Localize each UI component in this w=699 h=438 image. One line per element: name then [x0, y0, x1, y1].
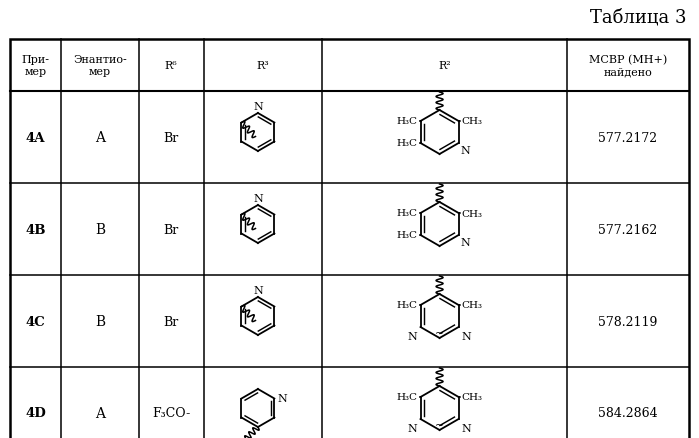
- Text: 4D: 4D: [25, 406, 46, 420]
- Text: N: N: [253, 193, 263, 203]
- Text: N: N: [461, 146, 470, 155]
- Text: 4A: 4A: [26, 131, 45, 144]
- Text: ~: ~: [435, 420, 444, 430]
- Text: B: B: [95, 223, 105, 237]
- Text: R⁶: R⁶: [165, 61, 178, 71]
- Text: 4C: 4C: [26, 315, 45, 328]
- Text: N: N: [461, 423, 471, 433]
- Text: B: B: [95, 314, 105, 328]
- Text: N: N: [253, 101, 263, 111]
- Text: H₃C: H₃C: [396, 392, 417, 402]
- Text: 584.2864: 584.2864: [598, 406, 658, 420]
- Text: N: N: [278, 394, 287, 403]
- Text: H₃C: H₃C: [396, 231, 417, 240]
- Text: H₃C: H₃C: [396, 301, 417, 310]
- Text: H₃C: H₃C: [396, 117, 417, 126]
- Text: A: A: [95, 131, 105, 145]
- Text: CH₃: CH₃: [461, 392, 482, 402]
- Text: N: N: [253, 285, 263, 295]
- Text: CH₃: CH₃: [461, 209, 482, 218]
- Text: 577.2162: 577.2162: [598, 223, 658, 236]
- Text: 578.2119: 578.2119: [598, 315, 658, 328]
- Text: 577.2172: 577.2172: [598, 131, 658, 144]
- Text: ~: ~: [435, 328, 444, 338]
- Text: A: A: [95, 406, 105, 420]
- Text: F₃CO-: F₃CO-: [152, 406, 190, 420]
- Text: Br: Br: [164, 131, 179, 144]
- Text: MCBP (MH+)
найдено: MCBP (MH+) найдено: [589, 54, 667, 77]
- Text: N: N: [408, 423, 417, 433]
- Text: H₃C: H₃C: [396, 209, 417, 218]
- Text: Br: Br: [164, 223, 179, 236]
- Text: CH₃: CH₃: [461, 117, 482, 126]
- Text: 4B: 4B: [25, 223, 45, 236]
- Text: При-
мер: При- мер: [22, 55, 50, 77]
- Text: Энантио-
мер: Энантио- мер: [73, 55, 127, 77]
- Text: R³: R³: [257, 61, 269, 71]
- Text: N: N: [408, 331, 417, 341]
- Text: N: N: [461, 237, 470, 247]
- Text: CH₃: CH₃: [461, 301, 482, 310]
- Text: Br: Br: [164, 315, 179, 328]
- Text: H₃C: H₃C: [396, 139, 417, 148]
- Text: Таблица 3: Таблица 3: [591, 8, 687, 26]
- Text: R²: R²: [438, 61, 451, 71]
- Text: N: N: [461, 331, 471, 341]
